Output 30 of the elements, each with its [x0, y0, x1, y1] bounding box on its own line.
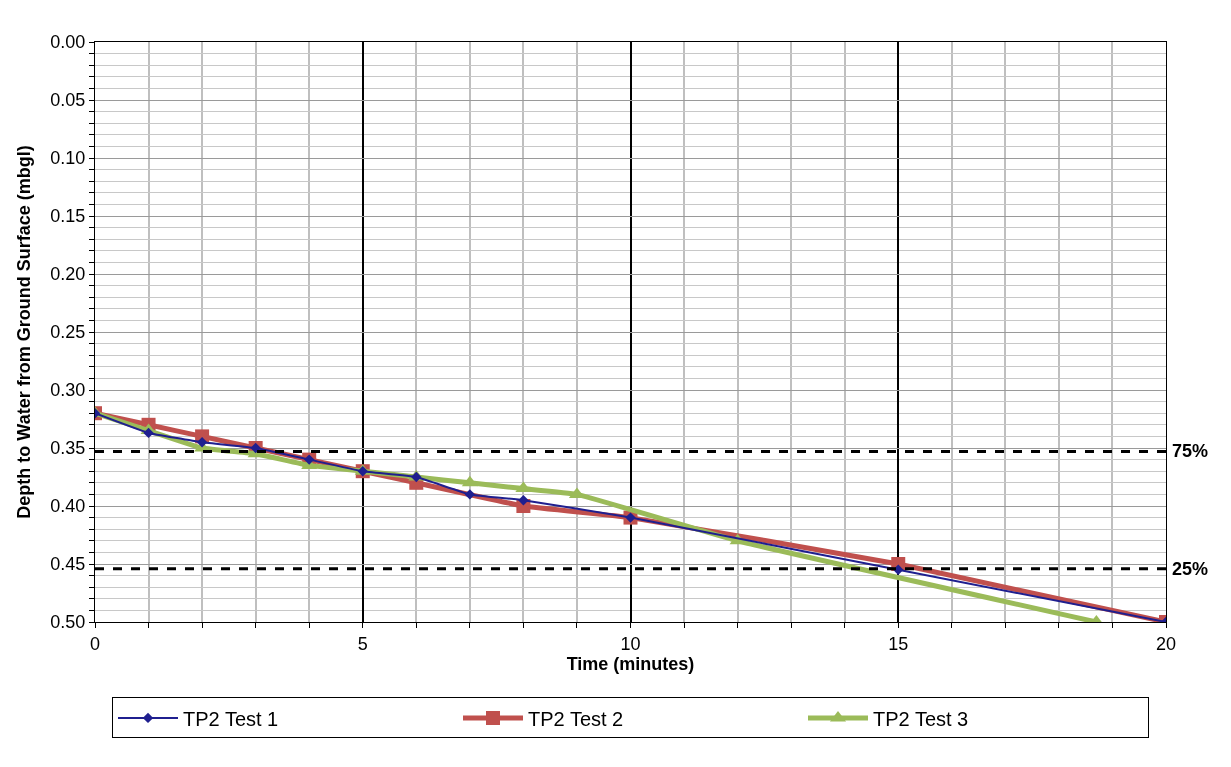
point — [893, 564, 904, 575]
y-tick-label: 0.00 — [50, 32, 86, 53]
y-tick-label: 0.15 — [50, 206, 86, 227]
point — [515, 481, 532, 493]
y-tick-label: 0.25 — [50, 322, 86, 343]
legend-label: TP2 Test 1 — [183, 707, 279, 730]
point — [464, 489, 476, 500]
legend-label: TP2 Test 3 — [873, 707, 969, 730]
y-tick-label: 0.40 — [50, 496, 86, 517]
annotation: 25% — [1172, 559, 1209, 579]
y-tick-label: 0.20 — [50, 264, 86, 285]
y-tick-label: 0.35 — [50, 438, 86, 459]
y-tick-label: 0.10 — [50, 148, 86, 169]
point — [143, 427, 154, 439]
x-tick-label: 20 — [1155, 633, 1177, 654]
y-tick-label: 0.45 — [50, 554, 86, 575]
point — [518, 495, 529, 506]
x-tick-label: 0 — [89, 633, 101, 654]
point — [461, 475, 478, 487]
legend-label: TP2 Test 2 — [528, 707, 624, 730]
y-tick-label: 0.50 — [50, 612, 86, 633]
x-tick-label: 10 — [620, 633, 641, 654]
y-tick-label: 0.05 — [50, 90, 86, 111]
x-tick-label: 15 — [888, 633, 909, 654]
point — [196, 437, 208, 448]
annotation: 75% — [1172, 441, 1209, 461]
x-axis-title: Time (minutes) — [566, 653, 695, 674]
y-tick-label: 0.30 — [50, 380, 86, 401]
y-axis-title: Depth to Water from Ground Surface (mbgl) — [13, 145, 34, 519]
x-tick-label: 5 — [357, 633, 368, 654]
